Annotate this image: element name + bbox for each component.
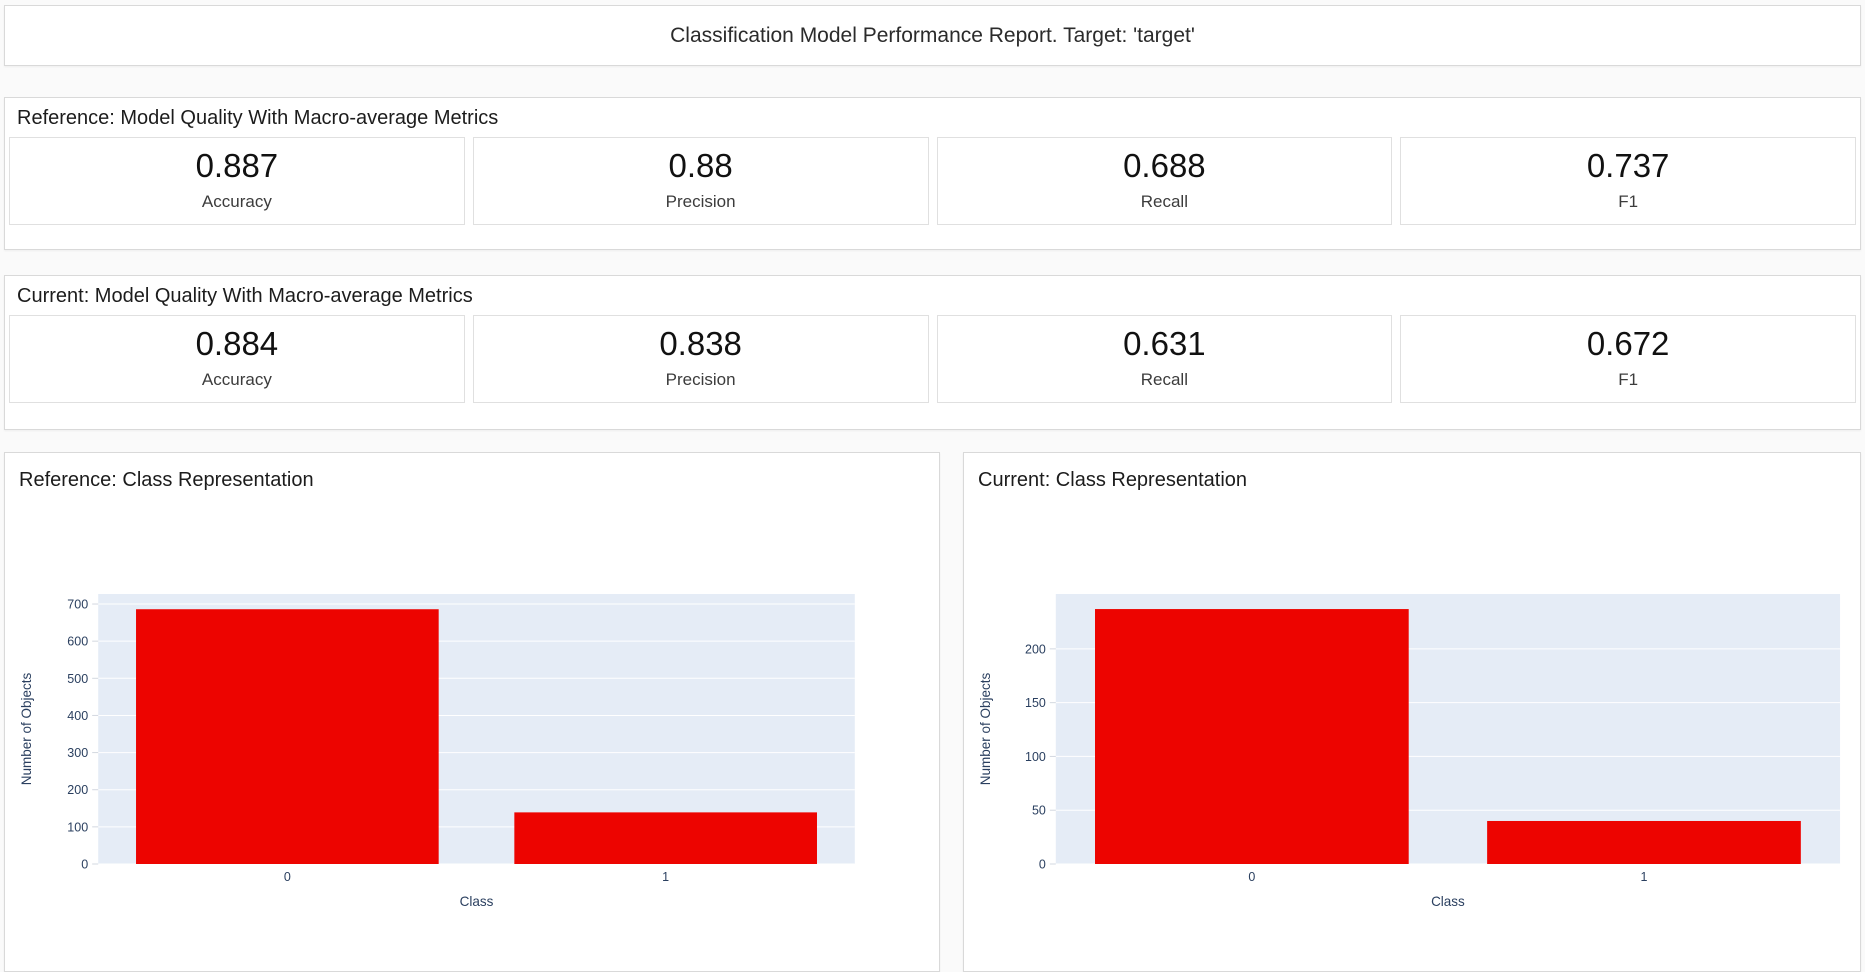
x-tick-label: 1 bbox=[1641, 870, 1648, 884]
y-tick-label: 0 bbox=[81, 858, 88, 872]
reference-metrics-panel: Reference: Model Quality With Macro-aver… bbox=[4, 97, 1861, 250]
reference-metrics-row: 0.887 Accuracy 0.88 Precision 0.688 Reca… bbox=[9, 137, 1856, 225]
y-tick-label: 400 bbox=[67, 709, 88, 723]
metric-card-f1: 0.672 F1 bbox=[1400, 315, 1856, 403]
x-tick-label: 0 bbox=[284, 870, 291, 884]
metric-label: F1 bbox=[1618, 192, 1639, 211]
current-metrics-row: 0.884 Accuracy 0.838 Precision 0.631 Rec… bbox=[9, 315, 1856, 403]
current-metrics-heading: Current: Model Quality With Macro-averag… bbox=[17, 285, 473, 307]
metric-card-precision: 0.838 Precision bbox=[472, 315, 929, 403]
bar-class-0[interactable] bbox=[1095, 609, 1409, 864]
metric-label: F1 bbox=[1618, 370, 1639, 389]
current-chart-title: Current: Class Representation bbox=[978, 469, 1248, 491]
metric-card-accuracy: 0.887 Accuracy bbox=[9, 137, 465, 225]
y-axis-title: Number of Objects bbox=[978, 673, 993, 786]
metric-label: Recall bbox=[1140, 192, 1188, 211]
y-tick-label: 100 bbox=[1025, 750, 1046, 764]
metric-value: 0.838 bbox=[659, 325, 742, 362]
bar-class-1[interactable] bbox=[514, 812, 817, 864]
metric-card-f1: 0.737 F1 bbox=[1400, 137, 1856, 225]
report-header: Classification Model Performance Report.… bbox=[4, 5, 1861, 66]
metric-value: 0.88 bbox=[668, 147, 733, 184]
y-tick-label: 200 bbox=[1025, 642, 1046, 656]
metric-label: Precision bbox=[665, 370, 736, 389]
y-tick-label: 100 bbox=[67, 820, 88, 834]
reference-metrics-heading: Reference: Model Quality With Macro-aver… bbox=[17, 107, 499, 129]
metric-value: 0.884 bbox=[195, 325, 279, 362]
metric-card-recall: 0.631 Recall bbox=[936, 315, 1393, 403]
reference-class-representation-panel: Reference: Class Representation 0 100 200 3… bbox=[4, 452, 940, 972]
current-class-representation-panel: Current: Class Representation 0 50 100 150 2… bbox=[963, 452, 1861, 972]
y-tick-label: 150 bbox=[1025, 696, 1046, 710]
metric-label: Recall bbox=[1140, 370, 1188, 389]
current-metrics-panel: Current: Model Quality With Macro-averag… bbox=[4, 275, 1861, 430]
metric-card-accuracy: 0.884 Accuracy bbox=[9, 315, 465, 403]
y-tick-label: 0 bbox=[1039, 857, 1046, 871]
y-tick-label: 200 bbox=[67, 783, 88, 797]
metric-value: 0.737 bbox=[1586, 147, 1670, 184]
y-tick-label: 300 bbox=[67, 746, 88, 760]
y-tick-label: 50 bbox=[1032, 804, 1046, 818]
metric-label: Accuracy bbox=[201, 370, 272, 389]
metric-value: 0.887 bbox=[195, 147, 279, 184]
reference-class-representation-chart[interactable]: 0 100 200 300 400 500 600 700 0 1 Class Number of O… bbox=[5, 500, 939, 920]
x-axis-title: Class bbox=[1431, 894, 1465, 909]
x-tick-label: 1 bbox=[662, 870, 669, 884]
x-axis-title: Class bbox=[460, 894, 494, 909]
bar-class-1[interactable] bbox=[1487, 820, 1801, 864]
charts-row: Reference: Class Representation 0 100 200 3… bbox=[4, 452, 1861, 972]
y-axis-title: Number of Objects bbox=[19, 673, 34, 786]
y-tick-label: 700 bbox=[67, 598, 88, 612]
metric-label: Accuracy bbox=[201, 192, 272, 211]
reference-chart-title: Reference: Class Representation bbox=[19, 469, 314, 491]
metric-value: 0.631 bbox=[1123, 325, 1206, 362]
current-class-representation-chart[interactable]: 0 50 100 150 200 0 1 Class Number of Objects bbox=[964, 500, 1860, 920]
metric-card-recall: 0.688 Recall bbox=[936, 137, 1393, 225]
metric-value: 0.688 bbox=[1123, 147, 1206, 184]
page-title: Classification Model Performance Report.… bbox=[670, 23, 1195, 47]
x-tick-label: 0 bbox=[1248, 870, 1255, 884]
metric-value: 0.672 bbox=[1586, 325, 1670, 362]
bar-class-0[interactable] bbox=[136, 609, 439, 864]
metric-card-precision: 0.88 Precision bbox=[472, 137, 929, 225]
y-tick-label: 500 bbox=[67, 672, 88, 686]
metric-label: Precision bbox=[665, 192, 736, 211]
y-tick-label: 600 bbox=[67, 635, 88, 649]
